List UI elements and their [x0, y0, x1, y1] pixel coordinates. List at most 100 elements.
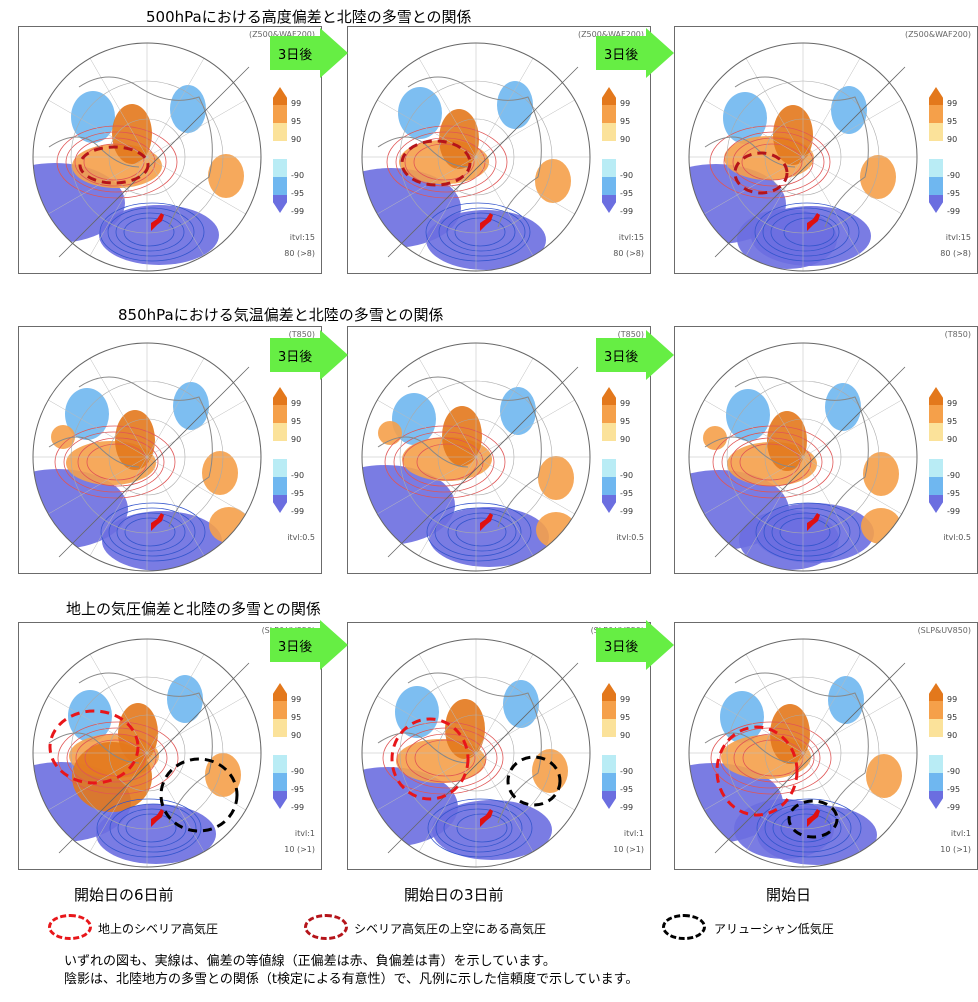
note-contours: いずれの図も、実線は、偏差の等値線（正偏差は赤、負偏差は青）を示しています。 — [64, 954, 556, 969]
legend-tick-label: -95 — [947, 189, 961, 198]
legend-swatch — [273, 495, 287, 513]
hemisphere-map — [361, 342, 591, 572]
legend-tick-label: -99 — [291, 207, 305, 216]
legend-tick-label: 99 — [291, 399, 302, 408]
japan-marker-icon — [807, 513, 820, 531]
arrow-label: 3日後 — [278, 48, 313, 63]
legend-swatch — [602, 195, 616, 213]
legend-swatch — [273, 105, 287, 123]
legend-swatch — [929, 495, 943, 513]
legend-tick-label: -90 — [620, 767, 634, 776]
legend-swatch — [273, 387, 287, 405]
legend-swatch — [273, 701, 287, 719]
legend-swatch — [929, 459, 943, 477]
legend-tick-label: -95 — [620, 189, 634, 198]
legend-swatch — [929, 177, 943, 195]
hemisphere-map — [688, 342, 918, 572]
legend-swatch — [273, 159, 287, 177]
three-days-later-arrow-icon: 3日後 — [596, 620, 676, 670]
legend-tick-label: 90 — [620, 731, 631, 740]
legend-tick-label: 99 — [291, 99, 302, 108]
legend-tick-label: 90 — [291, 731, 302, 740]
panel-variable-tag: (Z500&WAF200) — [904, 30, 971, 39]
note-shading: 陰影は、北陸地方の多雪との関係（t検定による有意性）で、凡例に示した信頼度で示し… — [64, 972, 639, 987]
legend-swatch — [273, 441, 287, 459]
legend-swatch — [273, 773, 287, 791]
vector-scale-label: 80 (>8) — [613, 249, 644, 258]
legend-tick-label: 90 — [291, 435, 302, 444]
panel-variable-tag: (Z500&WAF200) — [577, 30, 644, 39]
panel-variable-tag: (T850) — [288, 330, 315, 339]
legend-swatch — [602, 87, 616, 105]
japan-marker-icon — [480, 809, 493, 827]
legend-swatch — [602, 387, 616, 405]
legend-swatch — [602, 459, 616, 477]
japan-marker-icon — [480, 213, 493, 231]
legend-swatch — [273, 477, 287, 495]
three-days-later-arrow-icon: 3日後 — [596, 28, 676, 78]
siberian-high-upper-oval-icon — [304, 914, 348, 940]
legend-swatch — [273, 791, 287, 809]
legend-swatch — [602, 177, 616, 195]
hemisphere-map — [32, 638, 262, 868]
legend-swatch — [273, 141, 287, 159]
legend-swatch — [929, 477, 943, 495]
legend-swatch — [929, 87, 943, 105]
arrow-label: 3日後 — [604, 350, 639, 365]
legend-swatch — [929, 719, 943, 737]
panel-variable-tag: (T850) — [944, 330, 971, 339]
legend-swatch — [273, 123, 287, 141]
legend-tick-label: -90 — [291, 171, 305, 180]
legend-swatch — [273, 405, 287, 423]
legend-swatch — [929, 441, 943, 459]
row1-title: 500hPaにおける高度偏差と北陸の多雪との関係 — [146, 8, 472, 26]
arrow-label: 3日後 — [604, 48, 639, 63]
hemisphere-map — [688, 42, 918, 272]
hemisphere-map — [688, 638, 918, 868]
legend-tick-label: 99 — [620, 695, 631, 704]
legend-tick-label: 95 — [947, 117, 958, 126]
legend-swatch — [602, 441, 616, 459]
hemisphere-map — [32, 342, 262, 572]
three-days-later-arrow-icon: 3日後 — [270, 330, 350, 380]
legend-tick-label: 99 — [947, 695, 958, 704]
legend-tick-label: -95 — [947, 489, 961, 498]
legend-swatch — [602, 773, 616, 791]
legend-swatch — [929, 159, 943, 177]
legend-swatch — [273, 755, 287, 773]
legend-swatch — [929, 791, 943, 809]
map-panel: (T850) 99 95 90 -90 -95 -99 itvl:0.5 — [347, 326, 651, 574]
legend-swatch — [929, 773, 943, 791]
legend-tick-label: -95 — [291, 785, 305, 794]
contour-interval-label: itvl:1 — [294, 829, 315, 838]
legend-tick-label: 90 — [291, 135, 302, 144]
aleutian-low-oval-icon — [662, 914, 706, 940]
japan-marker-icon — [480, 513, 493, 531]
legend-swatch — [273, 423, 287, 441]
japan-marker-icon — [807, 213, 820, 231]
japan-marker-icon — [807, 809, 820, 827]
panel-variable-tag: (SLP&UV850) — [917, 626, 971, 635]
legend-swatch — [929, 195, 943, 213]
legend-tick-label: -99 — [291, 803, 305, 812]
japan-marker-icon — [151, 213, 164, 231]
legend-tick-label: 95 — [291, 117, 302, 126]
legend-tick-label: 95 — [620, 117, 631, 126]
legend-tick-label: -90 — [620, 171, 634, 180]
legend-swatch — [602, 405, 616, 423]
contour-interval-label: itvl:15 — [289, 233, 315, 242]
legend-swatch — [273, 87, 287, 105]
japan-marker-icon — [151, 513, 164, 531]
vector-scale-label: 10 (>1) — [284, 845, 315, 854]
caption-start-day: 開始日 — [766, 886, 812, 904]
legend-swatch — [273, 177, 287, 195]
map-panel: (T850) 99 95 90 -90 -95 -99 itvl:0.5 — [674, 326, 978, 574]
legend-swatch — [929, 387, 943, 405]
three-days-later-arrow-icon: 3日後 — [270, 28, 350, 78]
legend-tick-label: -99 — [620, 207, 634, 216]
vector-scale-label: 80 (>8) — [940, 249, 971, 258]
three-days-later-arrow-icon: 3日後 — [596, 330, 676, 380]
